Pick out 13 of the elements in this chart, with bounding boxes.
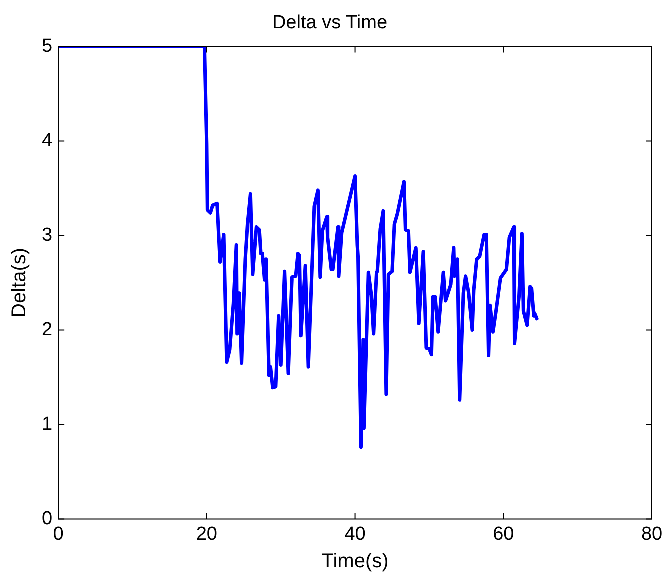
x-axis-title: Time(s) [322,550,389,573]
y-tick-label: 2 [42,319,53,340]
y-tick-label: 5 [42,36,53,58]
y-tick-label: 1 [42,414,53,435]
y-tick-label: 3 [42,224,53,246]
x-tick-label: 80 [641,524,663,545]
y-axis-title: Delta(s) [8,248,31,318]
x-tick-label: 60 [493,524,514,545]
x-tick-label: 40 [344,524,366,545]
y-tick-label: 4 [42,130,53,152]
y-tick-label: 0 [42,508,53,530]
x-tick-label: 20 [196,524,218,545]
chart-title: Delta vs Time [272,12,388,34]
